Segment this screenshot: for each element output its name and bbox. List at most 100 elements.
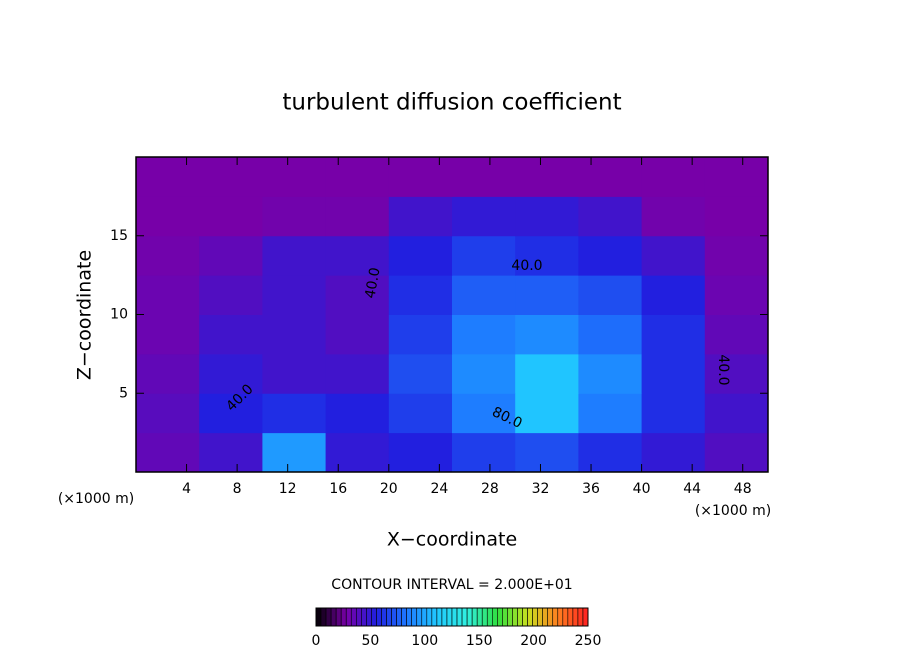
colorbar-swatch (522, 607, 528, 627)
colorbar-swatch (396, 607, 402, 627)
cell (641, 353, 706, 394)
cell (641, 393, 706, 434)
contour-label: 40.0 (511, 258, 542, 274)
cell (325, 353, 390, 394)
cell (388, 393, 453, 434)
cell (704, 353, 769, 394)
cell (452, 314, 516, 355)
x-tick-label: 32 (532, 481, 550, 497)
cell (578, 353, 643, 394)
colorbar-swatch (421, 607, 428, 627)
cell (136, 314, 200, 355)
cell (325, 157, 390, 197)
chart-title: turbulent diffusion coefficient (282, 90, 621, 116)
contour-label: 40.0 (362, 266, 383, 299)
colorbar-swatch (517, 607, 523, 627)
colorbar-swatch (340, 607, 347, 627)
colorbar-swatch (325, 607, 332, 627)
colorbar-tick-label: 0 (312, 633, 321, 649)
colorbar-swatch (572, 607, 579, 627)
colorbar-swatch (512, 607, 518, 627)
colorbar-swatch (391, 607, 397, 627)
cell (515, 393, 579, 434)
cell (136, 157, 200, 197)
x-tick-label: 48 (734, 481, 752, 497)
x-tick-label: 8 (233, 481, 242, 497)
colorbar-swatch (567, 607, 574, 627)
x-unit-label: (×1000 m) (695, 503, 771, 519)
cell (578, 196, 643, 237)
x-tick-label: 24 (430, 481, 448, 497)
colorbar-swatch (527, 607, 533, 627)
cell (515, 432, 579, 473)
colorbar-swatch (542, 607, 549, 627)
colorbar-swatch (486, 607, 493, 627)
x-tick-label: 28 (481, 481, 499, 497)
cell (641, 157, 706, 197)
cell (262, 353, 327, 394)
colorbar-swatch (401, 607, 407, 627)
contour-interval: CONTOUR INTERVAL = 2.000E+01 (331, 577, 572, 593)
colorbar-swatch (416, 607, 423, 627)
cell (452, 157, 516, 197)
cell (136, 353, 200, 394)
cell (704, 157, 769, 197)
cell (452, 275, 516, 315)
x-axis-label: X−coordinate (387, 529, 517, 551)
x-tick-label: 44 (683, 481, 701, 497)
colorbar-swatch (507, 607, 513, 627)
y-tick-label: 10 (110, 307, 128, 323)
cell (388, 157, 453, 197)
colorbar-tick-label: 150 (466, 633, 493, 649)
cell (641, 235, 706, 276)
colorbar-swatch (451, 607, 458, 627)
cell (578, 275, 643, 315)
colorbar-swatch (345, 607, 352, 627)
cell (262, 393, 327, 434)
colorbar-tick-label: 200 (520, 633, 547, 649)
colorbar-swatch (436, 607, 443, 627)
colorbar-swatch (386, 607, 392, 627)
cell (704, 432, 769, 473)
x-tick-label: 36 (582, 481, 600, 497)
colorbar-swatch (471, 607, 478, 627)
cell (325, 275, 390, 315)
colorbar-swatch (456, 607, 463, 627)
cell (452, 353, 516, 394)
colorbar-swatch (441, 607, 448, 627)
colorbar-swatch (335, 607, 342, 627)
cell (136, 432, 200, 473)
cell (704, 275, 769, 315)
cell (262, 157, 327, 197)
colorbar-swatch (557, 607, 564, 627)
cell (325, 393, 390, 434)
colorbar-swatch (411, 607, 418, 627)
x-tick-label: 40 (633, 481, 651, 497)
colorbar-swatch (330, 607, 337, 627)
colorbar-swatch (476, 607, 483, 627)
cell (388, 314, 453, 355)
cell (325, 196, 390, 237)
cell (136, 275, 200, 315)
cell (515, 235, 579, 276)
cell (199, 353, 263, 394)
colorbar-tick-label: 250 (575, 633, 602, 649)
colorbar-swatch (577, 607, 584, 627)
colorbar-tick-label: 50 (361, 633, 379, 649)
colorbar-swatch (502, 607, 508, 627)
cell (136, 196, 200, 237)
cell (578, 393, 643, 434)
cell (578, 432, 643, 473)
cell (325, 314, 390, 355)
cell (578, 314, 643, 355)
cell (325, 432, 390, 473)
colorbar-frame (315, 607, 589, 627)
cell (262, 314, 327, 355)
cell (325, 235, 390, 276)
colorbar-swatch (461, 607, 468, 627)
cell (641, 196, 706, 237)
colorbar-tick-label: 100 (411, 633, 438, 649)
cell (388, 353, 453, 394)
cell (704, 235, 769, 276)
